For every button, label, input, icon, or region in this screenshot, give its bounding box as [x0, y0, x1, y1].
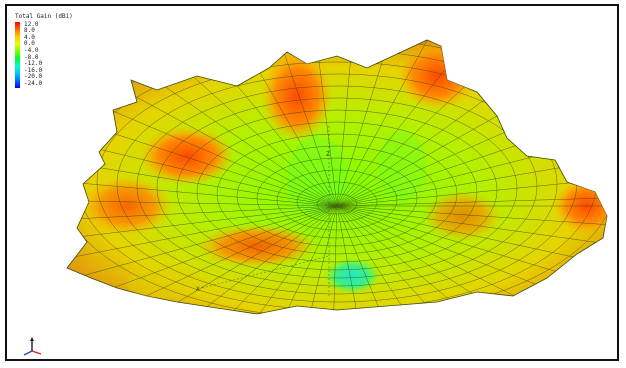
colorbar-tick-label: -16.0	[24, 66, 43, 74]
colorbar-tick-label: 0.0	[24, 40, 35, 48]
colorbar-gradient	[15, 21, 20, 88]
colorbar-tick-label: 8.0	[24, 27, 35, 35]
colorbar-tick-label: 12.0	[24, 20, 39, 28]
radiation-pattern-plot[interactable]: Z X	[7, 6, 617, 359]
colorbar-title: Total Gain (dBi)	[15, 13, 73, 20]
colorbar-tick-label: -8.0	[24, 53, 39, 61]
axes-triad-icon	[23, 337, 42, 356]
colorbar-tick-label: -20.0	[24, 73, 43, 81]
colorbar-tick-label: -12.0	[24, 60, 43, 68]
colorbar-tick-label: -24.0	[24, 79, 43, 87]
colorbar-tick-label: 4.0	[24, 33, 35, 41]
colorbar-legend: Total Gain (dBi) 12.0 8.0 4.0 0.0 -4.0 -8.0 -1…	[15, 13, 73, 88]
colorbar-tick-label: -4.0	[24, 46, 39, 54]
axis-label-z: Z	[326, 151, 330, 158]
plot-frame: Z X Total Gain (dBi) 12.0 8.0 4.0 0.0 -4.0 -8…	[5, 4, 619, 361]
gain-surface	[66, 39, 608, 315]
axis-label-x: X	[196, 286, 200, 293]
